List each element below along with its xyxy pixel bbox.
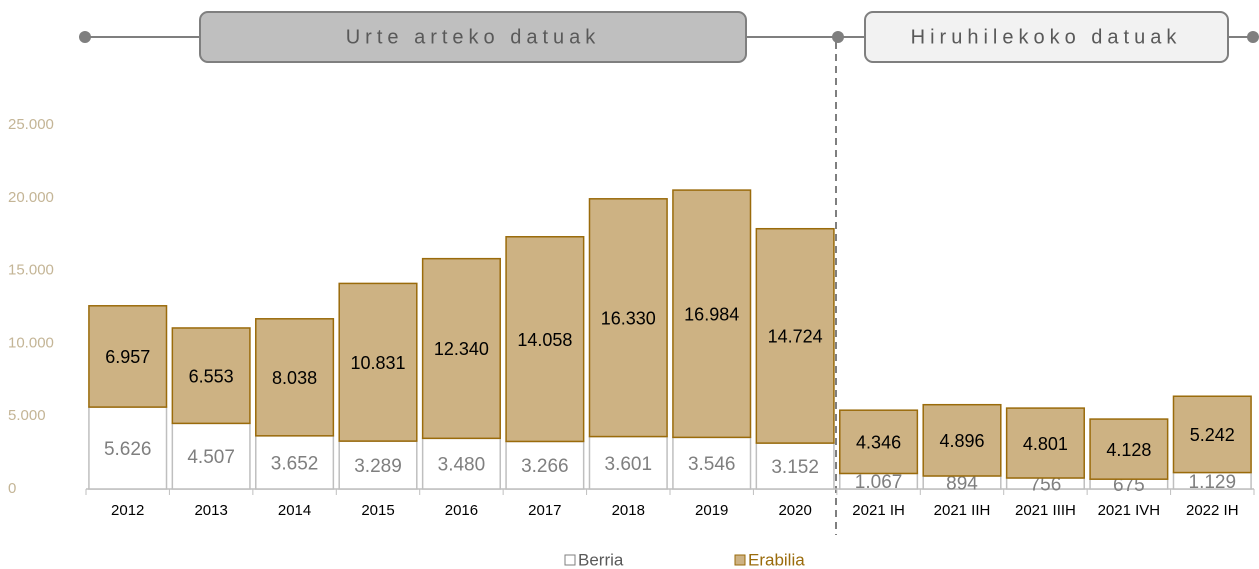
y-tick-label: 5.000 xyxy=(8,407,46,424)
x-tick-label: 2021 IIIH xyxy=(1015,502,1076,519)
value-label: 4.507 xyxy=(187,447,235,468)
value-label: 3.546 xyxy=(688,454,736,475)
bar-segment xyxy=(505,236,585,443)
value-label: 1.067 xyxy=(855,472,903,493)
x-tick-label: 2020 xyxy=(778,502,811,519)
value-label: 14.058 xyxy=(517,330,572,350)
legend-swatch xyxy=(564,554,576,566)
legend-label: Erabilia xyxy=(748,550,805,569)
value-label: 894 xyxy=(946,474,978,495)
value-label: 3.480 xyxy=(438,455,486,476)
value-label: 5.242 xyxy=(1190,425,1235,445)
x-tick-label: 2021 IVH xyxy=(1098,502,1161,519)
bar-segment xyxy=(755,442,835,490)
value-label: 5.626 xyxy=(104,439,152,460)
bar-segment xyxy=(421,437,501,490)
value-label: 3.601 xyxy=(605,454,653,475)
section-box xyxy=(864,11,1229,63)
header-dot xyxy=(79,31,91,43)
x-tick-label: 2022 IH xyxy=(1186,502,1239,519)
legend-swatch xyxy=(734,554,746,566)
value-label: 675 xyxy=(1113,475,1145,496)
header-dot xyxy=(832,31,844,43)
x-tick-label: 2021 IIH xyxy=(934,502,991,519)
section-box xyxy=(199,11,747,63)
bar-segment xyxy=(255,318,335,437)
value-label: 3.266 xyxy=(521,456,569,477)
bar-segment xyxy=(505,440,585,490)
x-tick-label: 2015 xyxy=(361,502,394,519)
value-label: 4.128 xyxy=(1106,440,1151,460)
value-label: 3.652 xyxy=(271,453,319,474)
legend-label: Berria xyxy=(578,550,624,569)
bar-segment xyxy=(1172,395,1252,474)
x-tick-label: 2014 xyxy=(278,502,311,519)
bar-segment xyxy=(1089,418,1169,480)
bar-segment xyxy=(922,403,1002,477)
value-label: 6.957 xyxy=(105,347,150,367)
bar-segment xyxy=(1005,407,1085,479)
y-tick-label: 25.000 xyxy=(8,116,54,133)
value-label: 756 xyxy=(1030,475,1062,496)
x-tick-label: 2018 xyxy=(612,502,645,519)
bar-segment xyxy=(88,406,168,490)
value-label: 3.289 xyxy=(354,456,402,477)
x-tick-label: 2021 IH xyxy=(852,502,905,519)
x-tick-label: 2017 xyxy=(528,502,561,519)
value-label: 10.831 xyxy=(350,353,405,373)
bar-segment xyxy=(88,305,168,408)
bar-segment xyxy=(755,227,835,444)
value-label: 4.896 xyxy=(939,431,984,451)
bar-segment xyxy=(171,327,251,425)
bar-segment xyxy=(672,436,752,490)
header-dot xyxy=(1247,31,1259,43)
y-tick-label: 0 xyxy=(8,480,16,497)
x-tick-label: 2013 xyxy=(194,502,227,519)
y-tick-label: 15.000 xyxy=(8,262,54,279)
value-label: 4.346 xyxy=(856,433,901,453)
x-tick-label: 2012 xyxy=(111,502,144,519)
bar-segment xyxy=(839,409,919,475)
x-tick-label: 2016 xyxy=(445,502,478,519)
value-label: 1.129 xyxy=(1189,472,1237,493)
y-tick-label: 10.000 xyxy=(8,334,54,351)
bar-segment xyxy=(588,435,668,490)
bar-segment xyxy=(421,257,501,440)
y-tick-label: 20.000 xyxy=(8,189,54,206)
value-label: 6.553 xyxy=(189,366,234,386)
x-tick-label: 2019 xyxy=(695,502,728,519)
section-label: Urte arteko datuak xyxy=(346,26,601,48)
value-label: 16.984 xyxy=(684,304,739,324)
value-label: 12.340 xyxy=(434,339,489,359)
value-label: 8.038 xyxy=(272,368,317,388)
bar-segment xyxy=(171,422,251,490)
value-label: 4.801 xyxy=(1023,434,1068,454)
bar-segment xyxy=(338,282,418,442)
section-label: Hiruhilekoko datuak xyxy=(911,26,1182,48)
bar-segment xyxy=(588,198,668,438)
bar-segment xyxy=(672,189,752,439)
value-label: 16.330 xyxy=(601,308,656,328)
value-label: 3.152 xyxy=(771,457,819,478)
value-label: 14.724 xyxy=(768,327,823,347)
